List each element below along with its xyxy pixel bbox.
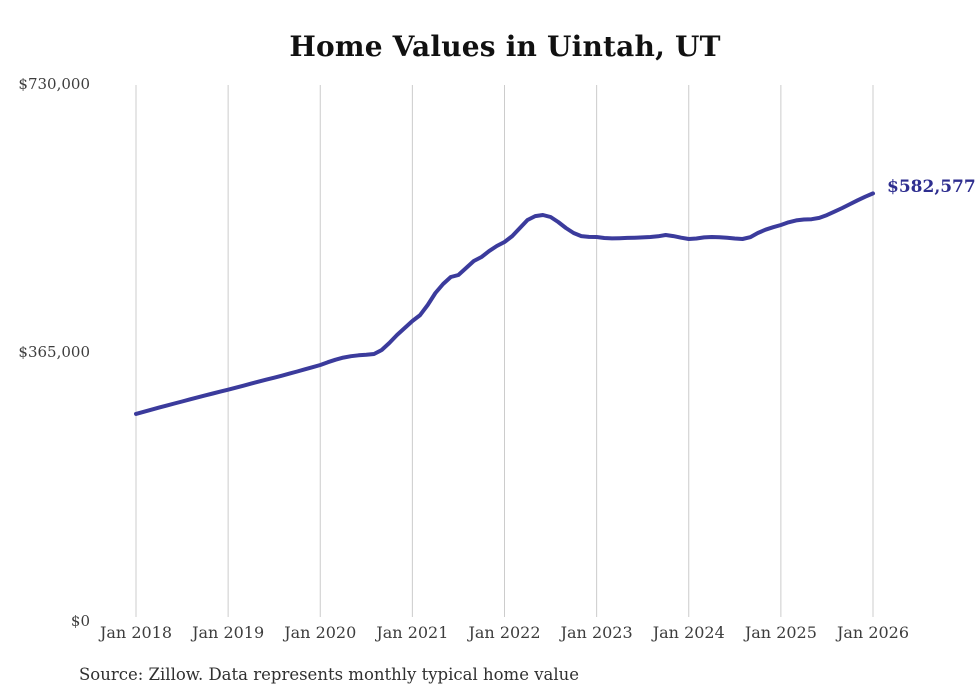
y-axis-label-0: $0 — [70, 612, 90, 630]
end-value-label: $582,577 — [887, 177, 976, 197]
x-axis-label-jan-2022: Jan 2022 — [468, 623, 541, 642]
x-axis-label-jan-2023: Jan 2023 — [560, 623, 633, 642]
x-axis-label-jan-2019: Jan 2019 — [192, 623, 265, 642]
home-value-line — [134, 191, 875, 416]
gridlines — [135, 85, 874, 617]
x-axis-label-jan-2018: Jan 2018 — [99, 623, 173, 642]
source-note: Source: Zillow. Data represents monthly … — [79, 665, 580, 684]
chart-title: Home Values in Uintah, UT — [289, 30, 721, 63]
x-axis-label-jan-2025: Jan 2025 — [744, 623, 817, 642]
x-axis-label-jan-2024: Jan 2024 — [652, 623, 725, 642]
x-axis-label-jan-2026: Jan 2026 — [836, 623, 910, 642]
x-axis-label-jan-2020: Jan 2020 — [284, 623, 357, 642]
x-axis-label-jan-2021: Jan 2021 — [376, 623, 449, 642]
y-axis-label-730000: $730,000 — [18, 75, 90, 93]
y-axis-label-365000: $365,000 — [18, 343, 90, 361]
